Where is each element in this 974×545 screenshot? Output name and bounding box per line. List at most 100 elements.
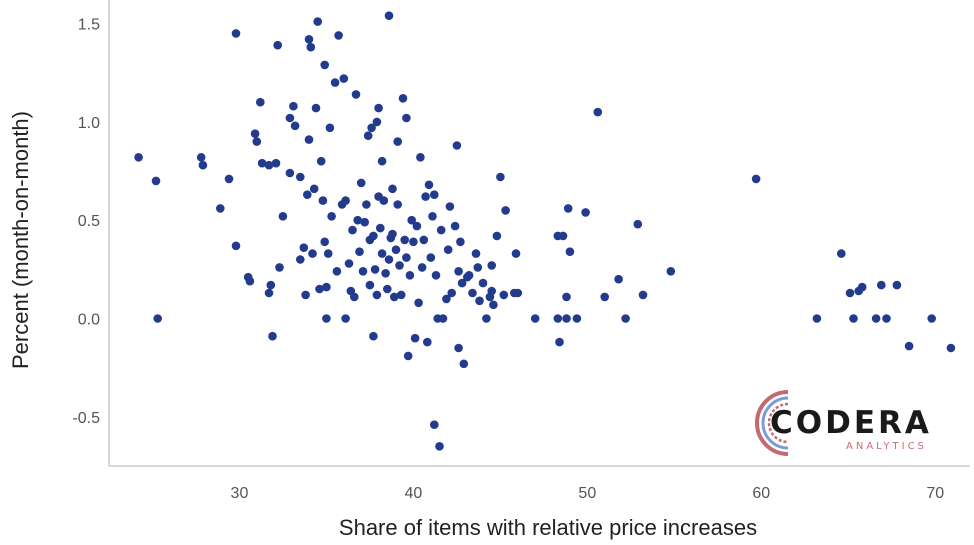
data-point <box>572 314 582 323</box>
data-point <box>350 292 359 302</box>
data-point <box>358 267 368 276</box>
data-point <box>360 217 370 227</box>
data-point <box>621 314 630 323</box>
data-point <box>372 117 382 127</box>
data-point <box>320 237 330 247</box>
data-point <box>927 314 936 323</box>
data-point <box>454 267 463 276</box>
data-point <box>443 245 453 254</box>
data-point <box>151 176 161 186</box>
x-tick-label: 70 <box>926 485 944 502</box>
y-tick-label: -0.5 <box>72 410 100 427</box>
x-tick-label: 40 <box>404 485 422 502</box>
data-point <box>468 288 477 298</box>
data-point <box>376 223 385 233</box>
data-point <box>322 314 331 323</box>
data-point <box>459 359 469 369</box>
data-point <box>402 253 411 262</box>
y-tick-label: 1.5 <box>78 17 100 34</box>
data-point <box>304 135 314 144</box>
data-point <box>402 113 411 123</box>
data-point <box>268 331 277 341</box>
x-tick-label: 30 <box>231 485 249 502</box>
data-point <box>450 221 460 231</box>
data-point <box>428 212 437 221</box>
data-point <box>308 249 317 258</box>
data-point <box>304 35 314 44</box>
data-point <box>892 280 902 290</box>
data-point <box>320 60 330 70</box>
data-point <box>391 245 401 254</box>
axes: 30 40 50 60 70 -0.5 0.0 0.5 1.0 1.5 <box>72 0 970 502</box>
data-point <box>837 249 846 258</box>
data-point <box>296 172 305 182</box>
data-point <box>332 267 342 276</box>
y-axis-title: Percent (month-on-month) <box>8 111 33 369</box>
data-point <box>275 263 284 272</box>
data-point <box>383 284 392 294</box>
data-point <box>412 221 422 231</box>
y-tick-label: 0.0 <box>78 312 100 329</box>
data-point <box>478 278 488 288</box>
data-point <box>562 314 571 323</box>
data-point <box>410 333 420 343</box>
data-point <box>871 314 881 323</box>
data-point <box>553 314 563 323</box>
data-point <box>377 156 387 166</box>
data-points <box>134 11 956 451</box>
data-point <box>487 261 497 270</box>
data-point <box>600 292 609 302</box>
data-point <box>445 202 455 211</box>
data-point <box>273 40 283 50</box>
data-point <box>421 192 430 201</box>
data-point <box>356 178 366 188</box>
data-point <box>257 158 267 168</box>
data-point <box>482 314 491 323</box>
data-point <box>330 78 340 87</box>
data-point <box>334 31 343 40</box>
data-point <box>325 123 335 133</box>
x-tick-label: 50 <box>578 485 596 502</box>
data-point <box>216 204 225 213</box>
data-point <box>224 174 234 184</box>
data-point <box>593 107 603 117</box>
data-point <box>344 259 354 268</box>
data-point <box>367 123 376 133</box>
data-point <box>264 160 274 170</box>
data-point <box>388 229 397 239</box>
data-point <box>475 296 484 306</box>
data-point <box>285 113 295 123</box>
data-point <box>398 94 408 103</box>
data-point <box>555 337 564 347</box>
data-point <box>464 271 474 280</box>
data-point <box>315 284 324 294</box>
data-point <box>372 290 382 300</box>
data-point <box>348 225 357 235</box>
data-point <box>562 292 571 302</box>
data-point <box>633 219 643 229</box>
codera-logo: CODERA ANALYTICS <box>755 390 929 456</box>
data-point <box>379 196 389 205</box>
data-point <box>252 137 262 146</box>
data-point <box>289 101 298 111</box>
x-axis-title: Share of items with relative price incre… <box>339 515 757 540</box>
data-point <box>323 249 333 258</box>
data-point <box>435 442 444 451</box>
data-point <box>501 206 510 215</box>
data-point <box>457 278 467 288</box>
data-point <box>374 103 383 113</box>
data-point <box>414 298 423 308</box>
data-point <box>384 255 394 264</box>
data-point <box>751 174 761 184</box>
data-point <box>381 269 390 278</box>
data-point <box>471 249 481 258</box>
data-point <box>563 204 573 213</box>
data-point <box>351 90 361 99</box>
data-point <box>134 153 143 162</box>
data-point <box>341 314 350 323</box>
data-point <box>303 190 312 199</box>
data-point <box>266 280 276 290</box>
data-point <box>377 249 387 258</box>
data-point <box>353 215 363 225</box>
data-point <box>513 288 523 298</box>
